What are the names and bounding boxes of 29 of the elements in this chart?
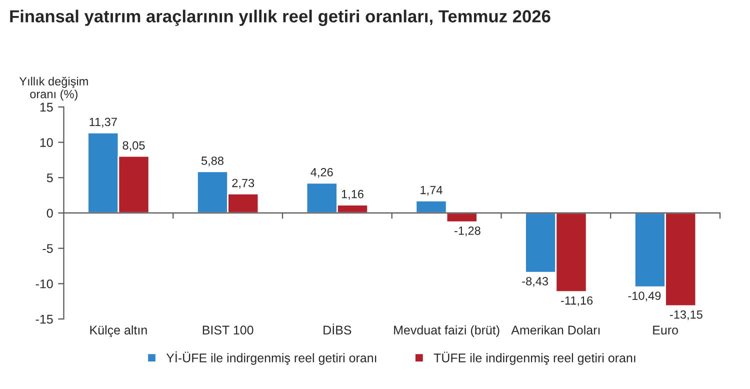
- y-tick-label: -5: [42, 244, 53, 253]
- y-tick-label: -15: [36, 314, 53, 324]
- data-label: -10,49: [628, 292, 661, 302]
- x-tick-label: Amerikan Doları: [511, 325, 600, 335]
- data-label: -11,16: [561, 296, 593, 306]
- data-label: -1,28: [454, 226, 480, 236]
- y-tick-label: 0: [46, 208, 53, 218]
- legend-label: Yİ-ÜFE ile indirgenmiş reel getiri oranı: [166, 351, 376, 365]
- x-tick-label: BIST 100: [202, 326, 254, 335]
- y-tick-label: 10: [40, 138, 53, 147]
- data-label: -8,43: [522, 277, 548, 287]
- data-label: 1,74: [420, 186, 442, 196]
- x-tick-label: Euro: [653, 326, 678, 335]
- x-tick-label: Mevduat faizi (brüt): [394, 325, 500, 337]
- data-label: 1,16: [342, 190, 364, 200]
- data-label: 5,88: [201, 156, 224, 166]
- x-tick-label: DİBS: [324, 324, 352, 335]
- data-label: -13,15: [670, 310, 702, 320]
- y-tick-label: 15: [40, 102, 53, 112]
- data-label: 2,73: [232, 178, 254, 189]
- y-tick-label: -10: [36, 279, 53, 288]
- chart-title: Finansal yatırım araçlarının yıllık reel getiri oranları, Temmuz 2026: [10, 10, 550, 26]
- data-label: 4,26: [310, 168, 333, 178]
- y-axis-title: Yıllık değişim oranı (%): [19, 76, 88, 101]
- legend-label: TÜFE ile indirgenmiş reel getiri oranı: [434, 352, 636, 365]
- y-tick-label: 5: [46, 174, 53, 182]
- data-label: 11,37: [90, 118, 117, 128]
- data-label: 8,05: [122, 141, 145, 151]
- x-tick-label: Külçe altın: [90, 325, 147, 338]
